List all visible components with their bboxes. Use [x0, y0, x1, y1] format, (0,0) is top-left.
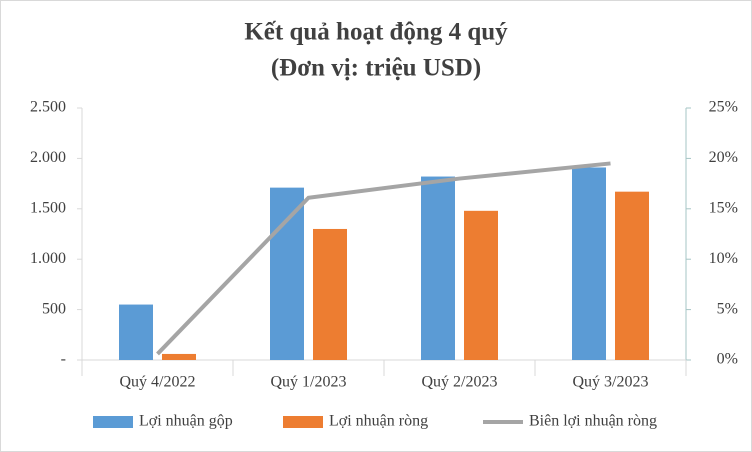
- x-tick-label: Quý 3/2023: [573, 374, 649, 391]
- bar: [421, 176, 455, 360]
- y2-tick-label: 15%: [709, 199, 738, 216]
- legend-label: Lợi nhuận ròng: [329, 413, 428, 430]
- x-tick-label: Quý 1/2023: [271, 374, 347, 391]
- bar: [572, 167, 606, 360]
- legend-swatch: [283, 416, 323, 428]
- legend-label: Biên lợi nhuận ròng: [529, 413, 657, 430]
- line: [156, 161, 611, 356]
- y2-tick-label: 25%: [709, 99, 738, 116]
- bar: [313, 228, 347, 360]
- y-tick-label: 1.000: [30, 250, 66, 267]
- bar: [270, 187, 304, 360]
- y-tick-label: 2.500: [30, 99, 66, 116]
- y-tick-label: 2.000: [30, 149, 66, 166]
- chart-title: Kết quả hoạt động 4 quý: [244, 19, 508, 46]
- chart-subtitle: (Đơn vị: triệu USD): [271, 55, 481, 82]
- bar: [162, 353, 196, 360]
- x-tick-label: Quý 4/2022: [120, 374, 196, 391]
- y2-tick-label: 5%: [717, 300, 738, 317]
- legend-label: Lợi nhuận gộp: [139, 413, 233, 430]
- y-tick-label: -: [61, 351, 66, 368]
- x-tick-label: Quý 2/2023: [422, 374, 498, 391]
- y-tick-label: 1.500: [30, 199, 66, 216]
- bar: [615, 191, 649, 360]
- y-tick-label: 500: [42, 300, 66, 317]
- y2-tick-label: 20%: [709, 149, 738, 166]
- bar: [464, 210, 498, 360]
- legend-swatch: [93, 416, 133, 428]
- y2-tick-label: 0%: [717, 351, 738, 368]
- bar: [119, 304, 153, 360]
- y2-tick-label: 10%: [709, 250, 738, 267]
